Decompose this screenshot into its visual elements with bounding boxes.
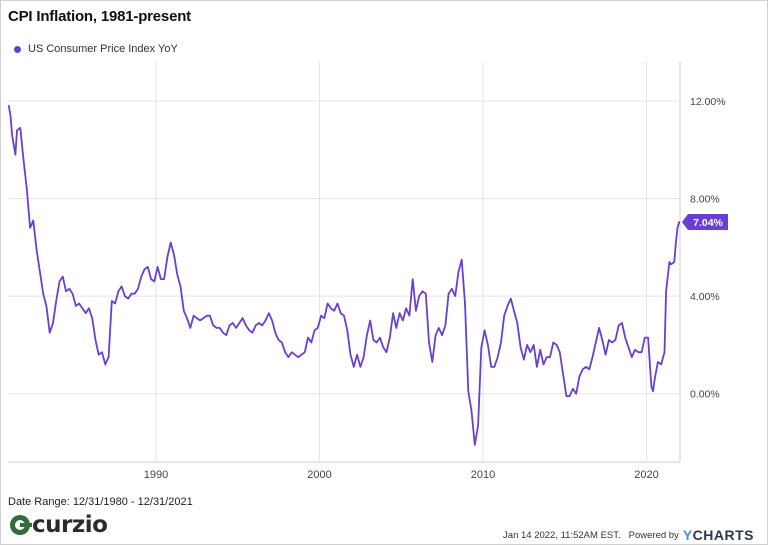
logo-text: curzio [32, 512, 108, 538]
series-layer [7, 105, 681, 446]
ycharts-link[interactable]: YCHARTS [682, 527, 754, 543]
last-value-badge: 7.04% [682, 214, 728, 230]
x-tick-label: 2020 [634, 469, 658, 481]
curzio-logo: curzio [10, 512, 108, 538]
legend[interactable]: US Consumer Price Index YoY [14, 43, 178, 55]
axis-ticks: 1990 2000 2010 2020 0.00% 4.00% 8.00% 12.00% [144, 96, 726, 481]
x-tick-label: 1990 [144, 469, 168, 481]
y-tick-label: 0.00% [690, 389, 720, 401]
badge-label: 7.04% [693, 217, 723, 229]
y-tick-label: 4.00% [690, 291, 720, 303]
y-tick-label: 8.00% [690, 194, 720, 206]
x-tick-label: 2000 [307, 469, 331, 481]
legend-dot-icon [14, 45, 21, 53]
date-range: Date Range: 12/31/1980 - 12/31/2021 [8, 496, 193, 508]
badge-background [682, 214, 728, 230]
powered-by: Powered by [628, 529, 679, 541]
chart-title: CPI Inflation, 1981-present [8, 8, 191, 25]
timestamp: Jan 14 2022, 11:52AM EST. [503, 529, 621, 541]
y-tick-label: 12.00% [690, 96, 726, 108]
series-line[interactable] [7, 105, 681, 446]
gridlines [8, 62, 681, 463]
footer-attribution: Jan 14 2022, 11:52AM EST. Powered by YCH… [503, 527, 754, 543]
curzio-logo-icon [10, 515, 32, 535]
x-tick-label: 2010 [471, 469, 495, 481]
legend-label: US Consumer Price Index YoY [28, 43, 178, 55]
